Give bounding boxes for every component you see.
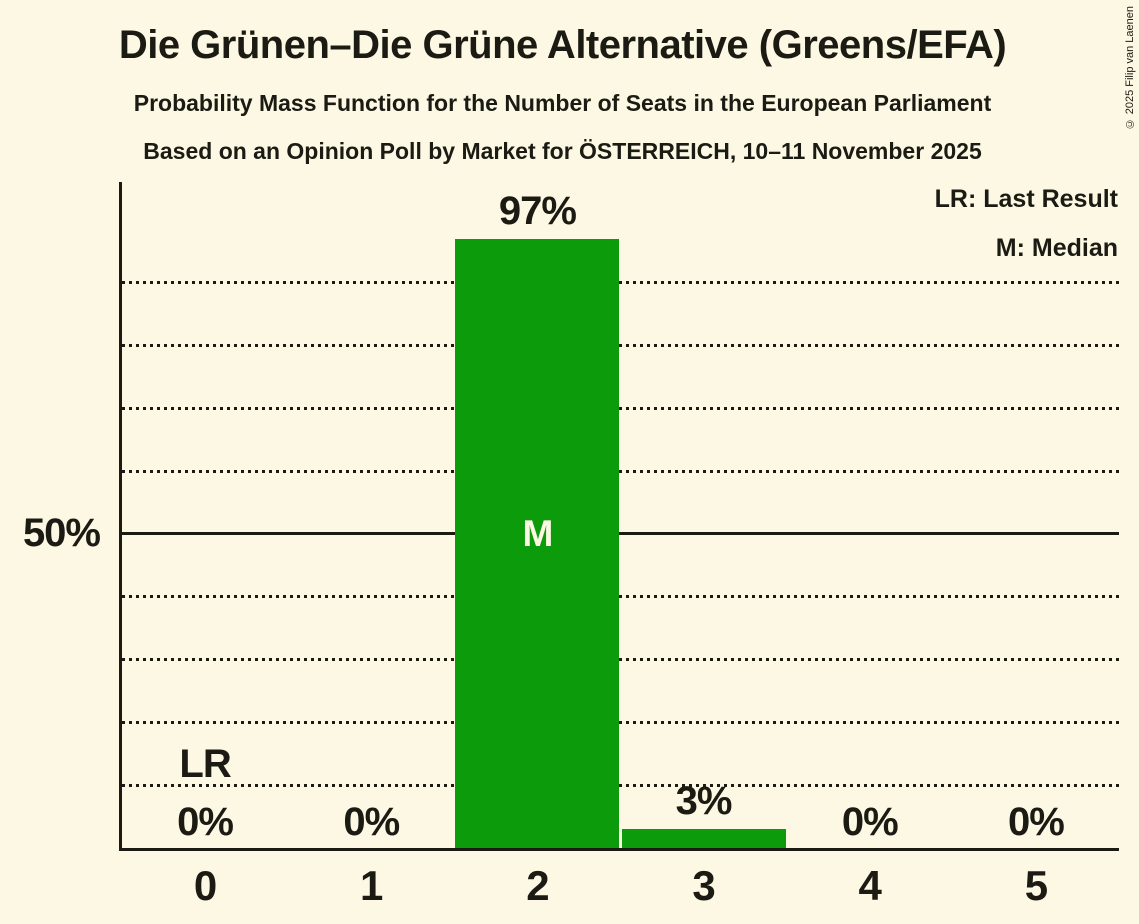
x-tick-label-1: 1	[360, 862, 383, 909]
bar-value-label-seats-1: 0%	[343, 800, 400, 844]
bar-value-label-seats-2: 97%	[498, 188, 577, 233]
gridline-60pct	[122, 469, 1119, 473]
x-tick-label-5: 5	[1024, 862, 1048, 909]
bar-value-label-seats-4: 0%	[841, 800, 899, 844]
gridline-20pct	[122, 720, 1119, 724]
bar-seats-2	[455, 238, 620, 848]
gridline-10pct	[122, 783, 1119, 787]
median-marker: M	[522, 512, 553, 554]
x-tick-label-0: 0	[193, 862, 217, 909]
gridline-90pct	[122, 281, 1119, 285]
copyright-notice: © 2025 Filip van Laenen	[1124, 6, 1136, 130]
bar-value-label-seats-0: 0%	[177, 800, 234, 844]
chart-subtitle-poll: Based on an Opinion Poll by Market for Ö…	[143, 138, 982, 164]
last-result-marker: LR	[179, 742, 231, 786]
x-tick-label-4: 4	[858, 862, 882, 909]
bar-seats-3	[621, 829, 786, 848]
bar-value-label-seats-3: 3%	[675, 779, 733, 824]
chart-subtitle-pmf: Probability Mass Function for the Number…	[133, 90, 992, 116]
legend-median: M: Median	[995, 234, 1118, 262]
legend-last-result: LR: Last Result	[934, 185, 1118, 213]
x-axis-tick-labels: 0 1 2 3 4 5	[122, 864, 1119, 916]
gridline-30pct	[122, 658, 1119, 662]
x-tick-label-3: 3	[692, 862, 715, 909]
y-axis-50-label: 50%	[22, 511, 101, 555]
x-tick-label-2: 2	[526, 862, 549, 909]
gridline-40pct	[122, 595, 1119, 599]
bar-value-label-seats-5: 0%	[1008, 800, 1065, 844]
chart-title: Die Grünen–Die Grüne Alternative (Greens…	[118, 23, 1007, 67]
gridline-80pct	[122, 343, 1119, 347]
gridline-50pct-solid	[122, 532, 1119, 536]
plot-area: 0% 0% 97% 3% 0% 0% LR M	[119, 182, 1119, 851]
gridline-70pct	[122, 406, 1119, 410]
